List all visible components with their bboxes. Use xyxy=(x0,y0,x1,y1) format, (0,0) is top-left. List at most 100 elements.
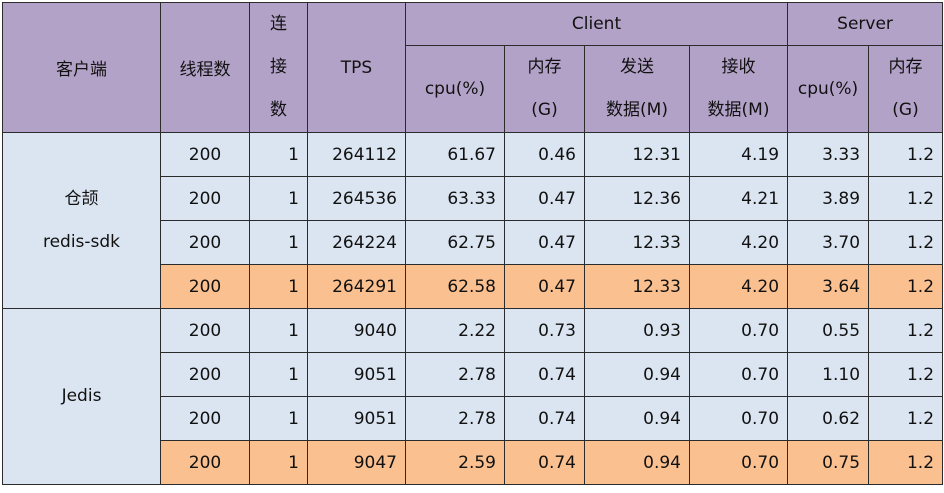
header-line: 发送 xyxy=(620,57,654,77)
header-client-recv: 接收 数据(M) xyxy=(688,45,789,133)
cell-client-send: 0.94 xyxy=(584,396,690,441)
cell-tps: 264112 xyxy=(307,132,406,177)
cell-client-mem: 0.47 xyxy=(504,220,585,265)
cell-client-mem: 0.46 xyxy=(504,132,585,177)
cell-tps: 9051 xyxy=(307,352,406,397)
cell-threads: 200 xyxy=(160,352,250,397)
table-row: 200 1 9051 2.78 0.74 0.94 0.70 1.10 1.2 xyxy=(3,352,944,397)
cell-connections: 1 xyxy=(249,308,308,353)
benchmark-table: 客户端 线程数 连 接 数 TPS Client Server cpu(%) 内… xyxy=(2,2,944,485)
cell-client-recv: 0.70 xyxy=(688,440,789,485)
cell-tps: 9040 xyxy=(307,308,406,353)
cell-client-recv: 4.20 xyxy=(688,220,789,265)
cell-server-cpu: 3.64 xyxy=(787,264,870,309)
cell-connections: 1 xyxy=(249,352,308,397)
header-line: 内存 xyxy=(527,57,562,77)
cell-client-cpu: 62.58 xyxy=(405,264,505,309)
cell-client-cpu: 61.67 xyxy=(405,132,505,177)
cell-client-send: 0.94 xyxy=(584,352,690,397)
cell-threads: 200 xyxy=(160,176,250,221)
cell-client-recv: 4.21 xyxy=(688,176,789,221)
cell-connections: 1 xyxy=(249,220,308,265)
header-server-cpu: cpu(%) xyxy=(787,45,870,133)
cell-server-cpu: 1.10 xyxy=(787,352,870,397)
header-line: (G) xyxy=(892,100,919,120)
cell-connections: 1 xyxy=(249,396,308,441)
cell-server-cpu: 0.55 xyxy=(787,308,870,353)
cell-client-cpu: 2.78 xyxy=(405,396,505,441)
table-row: 仓颉 redis-sdk 200 1 264112 61.67 0.46 12.31 4.19 3… xyxy=(2,132,944,309)
cell-client-mem: 0.74 xyxy=(504,440,585,485)
header-connections: 连 接 数 xyxy=(249,2,308,133)
cell-tps: 264224 xyxy=(307,220,406,265)
cell-threads: 200 xyxy=(160,396,250,441)
cell-client-send: 12.33 xyxy=(584,264,690,309)
cell-server-mem: 1.2 xyxy=(868,264,944,309)
cell-client-cpu: 62.75 xyxy=(405,220,505,265)
header-server-mem: 内存 (G) xyxy=(868,45,944,133)
cell-server-mem: 1.2 xyxy=(868,176,944,221)
header-client: 客户端 xyxy=(2,2,161,133)
table-row: 200 1 9051 2.78 0.74 0.94 0.70 0.62 1.2 xyxy=(3,396,944,441)
table-row: 200 1 264536 63.33 0.47 12.36 4.21 3.89 1.2 xyxy=(3,176,944,221)
group-name-line: redis-sdk xyxy=(42,231,121,252)
cell-client-mem: 0.74 xyxy=(504,352,585,397)
cell-client-mem: 0.47 xyxy=(504,176,585,221)
cell-server-cpu: 3.33 xyxy=(787,132,870,177)
cell-connections: 1 xyxy=(249,440,308,485)
table-body: 仓颉 redis-sdk 200 1 264112 61.67 0.46 12.31 4.19 3… xyxy=(2,132,944,485)
cell-client-recv: 4.19 xyxy=(688,132,789,177)
cell-server-cpu: 3.89 xyxy=(787,176,870,221)
cell-connections: 1 xyxy=(249,132,308,177)
cell-threads: 200 xyxy=(160,308,250,353)
cell-tps: 9047 xyxy=(307,440,406,485)
table-row: 200 1 264291 62.58 0.47 12.33 4.20 3.64 1.2 xyxy=(3,264,944,309)
header-line: (G) xyxy=(531,100,558,120)
cell-threads: 200 xyxy=(160,132,250,177)
cell-client-cpu: 2.78 xyxy=(405,352,505,397)
header-line: 接收 xyxy=(721,57,756,77)
cell-tps: 9051 xyxy=(307,396,406,441)
cell-client-recv: 0.70 xyxy=(688,396,789,441)
cell-client-cpu: 2.22 xyxy=(405,308,505,353)
header-server-group: Server xyxy=(787,2,944,46)
group-name-line: 仓颉 xyxy=(64,188,99,209)
cell-client-cpu: 63.33 xyxy=(405,176,505,221)
cell-connections: 1 xyxy=(249,264,308,309)
cell-server-cpu: 3.70 xyxy=(787,220,870,265)
cell-client-send: 12.36 xyxy=(584,176,690,221)
header-line: 数据(M) xyxy=(707,100,770,120)
cell-threads: 200 xyxy=(160,220,250,265)
cell-server-mem: 1.2 xyxy=(868,440,944,485)
cell-server-mem: 1.2 xyxy=(868,352,944,397)
cell-server-cpu: 0.62 xyxy=(787,396,870,441)
header-client-mem: 内存 (G) xyxy=(504,45,585,133)
cell-tps: 264291 xyxy=(307,264,406,309)
header-row-sub: cpu(%) 内存 (G) 发送 数据(M) 接收 数据(M) cpu(%) 内… xyxy=(3,45,944,133)
cell-server-mem: 1.2 xyxy=(868,396,944,441)
cell-client-recv: 4.20 xyxy=(688,264,789,309)
cell-client-send: 12.31 xyxy=(584,132,690,177)
group-name-cell: 仓颉 redis-sdk xyxy=(2,132,161,309)
header-tps: TPS xyxy=(307,2,406,133)
header-client-cpu: cpu(%) xyxy=(405,45,505,133)
table-row: 200 1 9047 2.59 0.74 0.94 0.70 0.75 1.2 xyxy=(3,440,944,485)
cell-server-mem: 1.2 xyxy=(868,132,944,177)
header-threads: 线程数 xyxy=(160,2,250,133)
header-connections-line: 连 xyxy=(270,14,287,34)
header-connections-line: 数 xyxy=(270,100,287,120)
group-name-cell: Jedis xyxy=(2,308,161,485)
cell-client-recv: 0.70 xyxy=(688,308,789,353)
cell-server-cpu: 0.75 xyxy=(787,440,870,485)
cell-tps: 264536 xyxy=(307,176,406,221)
header-connections-line: 接 xyxy=(270,57,287,77)
cell-client-recv: 0.70 xyxy=(688,352,789,397)
cell-client-send: 0.94 xyxy=(584,440,690,485)
header-client-group: Client xyxy=(404,2,789,46)
cell-server-mem: 1.2 xyxy=(868,308,944,353)
header-row-top: 客户端 线程数 连 接 数 TPS Client Server xyxy=(2,2,944,133)
cell-threads: 200 xyxy=(160,264,250,309)
cell-client-mem: 0.74 xyxy=(504,396,585,441)
cell-client-send: 0.93 xyxy=(584,308,690,353)
group-name-line: Jedis xyxy=(61,386,102,406)
